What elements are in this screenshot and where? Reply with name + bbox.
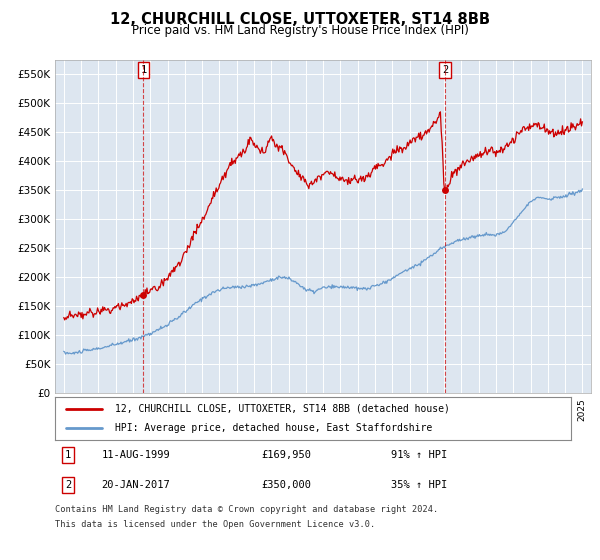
Text: 91% ↑ HPI: 91% ↑ HPI xyxy=(391,450,447,460)
Text: HPI: Average price, detached house, East Staffordshire: HPI: Average price, detached house, East… xyxy=(115,423,432,433)
Text: 2: 2 xyxy=(442,65,448,75)
Text: 11-AUG-1999: 11-AUG-1999 xyxy=(101,450,170,460)
Text: 12, CHURCHILL CLOSE, UTTOXETER, ST14 8BB (detached house): 12, CHURCHILL CLOSE, UTTOXETER, ST14 8BB… xyxy=(115,404,449,413)
Text: This data is licensed under the Open Government Licence v3.0.: This data is licensed under the Open Gov… xyxy=(55,520,376,529)
Text: Price paid vs. HM Land Registry's House Price Index (HPI): Price paid vs. HM Land Registry's House … xyxy=(131,24,469,36)
Text: 20-JAN-2017: 20-JAN-2017 xyxy=(101,480,170,490)
Text: 2: 2 xyxy=(65,480,71,490)
Text: 1: 1 xyxy=(65,450,71,460)
Text: £350,000: £350,000 xyxy=(262,480,311,490)
Text: Contains HM Land Registry data © Crown copyright and database right 2024.: Contains HM Land Registry data © Crown c… xyxy=(55,505,439,514)
Text: 1: 1 xyxy=(140,65,146,75)
Text: 35% ↑ HPI: 35% ↑ HPI xyxy=(391,480,447,490)
Text: £169,950: £169,950 xyxy=(262,450,311,460)
Text: 12, CHURCHILL CLOSE, UTTOXETER, ST14 8BB: 12, CHURCHILL CLOSE, UTTOXETER, ST14 8BB xyxy=(110,12,490,27)
